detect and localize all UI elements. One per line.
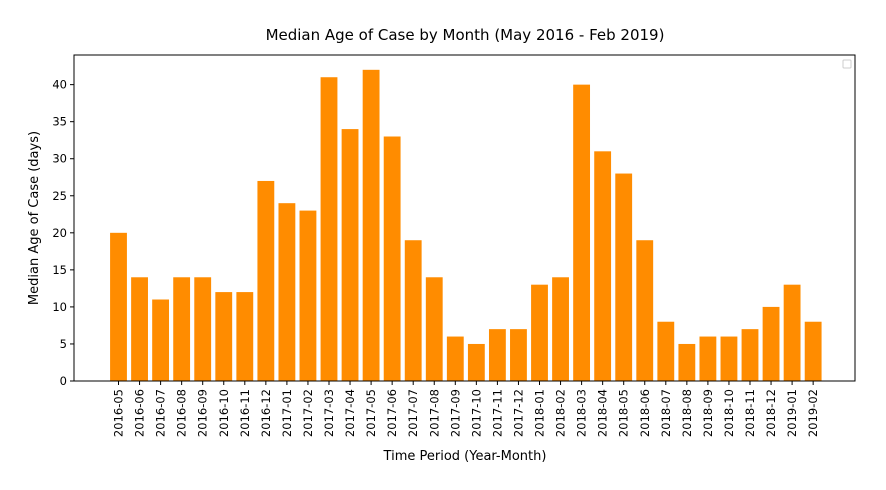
- bar-2016-11: [236, 292, 254, 381]
- x-tick-label: 2018-05: [617, 389, 631, 437]
- bar-2018-06: [636, 240, 654, 381]
- y-tick-label: 15: [52, 263, 67, 277]
- x-tick-label: 2017-05: [364, 389, 378, 437]
- bar-2017-09: [446, 336, 464, 381]
- bar-2017-04: [341, 129, 359, 381]
- bar-2017-10: [467, 343, 485, 381]
- y-tick-label: 10: [52, 300, 67, 314]
- bar-2016-06: [131, 277, 148, 381]
- x-tick-label: 2017-03: [322, 389, 336, 437]
- bar-2017-07: [404, 240, 422, 381]
- x-tick-label: 2018-09: [701, 389, 715, 437]
- x-tick-label: 2017-11: [490, 389, 504, 437]
- bar-2018-05: [615, 173, 633, 381]
- x-tick-label: 2016-07: [154, 389, 168, 437]
- bar-2017-08: [425, 277, 443, 381]
- bar-2018-01: [531, 284, 548, 381]
- x-tick-label: 2016-12: [259, 389, 273, 437]
- x-tick-label: 2019-01: [785, 389, 799, 437]
- x-tick-label: 2018-02: [554, 389, 568, 437]
- x-tick-label: 2017-04: [343, 389, 357, 437]
- x-tick-label: 2018-04: [596, 389, 610, 437]
- x-tick-label: 2016-06: [133, 389, 147, 437]
- bar-2016-10: [215, 292, 233, 381]
- x-tick-label: 2018-11: [743, 389, 757, 437]
- x-tick-label: 2018-12: [764, 389, 778, 437]
- y-tick-label: 35: [52, 115, 67, 129]
- x-tick-label: 2016-11: [238, 389, 252, 437]
- x-tick-label: 2017-10: [469, 389, 483, 437]
- x-tick-label: 2016-08: [175, 389, 189, 437]
- bar-2018-07: [657, 321, 675, 381]
- bar-2016-09: [194, 277, 212, 381]
- x-tick-label: 2016-09: [196, 389, 210, 437]
- y-axis-ticks: 0 5 10 15 20 25 30 35 40: [52, 78, 74, 388]
- bar-2017-06: [383, 136, 401, 381]
- y-tick-label: 30: [52, 152, 67, 166]
- bar-2018-09: [699, 336, 717, 381]
- y-tick-label: 20: [52, 226, 67, 240]
- plot-area-frame: [73, 54, 856, 382]
- x-tick-label: 2017-07: [406, 389, 420, 437]
- x-tick-label: 2018-10: [722, 389, 736, 437]
- bar-2017-05: [362, 69, 380, 382]
- x-tick-label: 2018-03: [575, 389, 589, 437]
- bar-2018-11: [741, 329, 759, 381]
- x-tick-label: 2017-09: [448, 389, 462, 437]
- x-tick-label: 2018-06: [638, 389, 652, 437]
- x-tick-label: 2017-02: [301, 389, 315, 437]
- y-tick-label: 0: [60, 374, 67, 388]
- bar-2017-01: [278, 203, 296, 381]
- x-axis-label: Time Period (Year-Month): [383, 449, 547, 464]
- x-tick-label: 2017-06: [385, 389, 399, 437]
- x-tick-label: 2017-08: [427, 389, 441, 437]
- y-axis-label: Median Age of Case (days): [27, 131, 42, 305]
- y-tick-label: 40: [52, 78, 67, 92]
- bar-2019-02: [804, 321, 822, 381]
- bar-2017-02: [299, 210, 317, 381]
- bar-2018-08: [678, 343, 696, 381]
- x-tick-label: 2017-12: [511, 389, 525, 437]
- y-tick-label: 5: [60, 337, 67, 351]
- bar-2017-03: [320, 77, 338, 382]
- x-tick-label: 2016-05: [112, 389, 126, 437]
- bar-2018-02: [552, 277, 569, 381]
- bar-2016-08: [173, 277, 191, 381]
- bar-2016-05: [110, 232, 127, 381]
- x-axis-ticks: 2016-05 2016-06 2016-07 2016-08 2016-09 2016-…: [112, 381, 820, 437]
- x-tick-label: 2018-01: [533, 389, 547, 437]
- bar-2018-03: [573, 84, 591, 382]
- chart-title: Median Age of Case by Month (May 2016 - …: [266, 26, 665, 44]
- bar-2018-10: [720, 336, 738, 381]
- x-tick-label: 2018-08: [680, 389, 694, 437]
- bar-2018-12: [762, 306, 780, 381]
- x-tick-label: 2019-02: [806, 389, 820, 437]
- bar-2018-04: [594, 151, 612, 381]
- bar-2017-12: [510, 329, 527, 381]
- x-tick-label: 2016-10: [217, 389, 231, 437]
- bar-2019-01: [783, 284, 801, 381]
- legend-box: [842, 59, 852, 69]
- x-tick-label: 2017-01: [280, 389, 294, 437]
- bar-2016-07: [152, 299, 170, 381]
- y-tick-label: 25: [52, 189, 67, 203]
- bar-2017-11: [488, 329, 506, 381]
- x-tick-label: 2018-07: [659, 389, 673, 437]
- bars-group: [110, 69, 822, 382]
- bar-2016-12: [257, 180, 275, 381]
